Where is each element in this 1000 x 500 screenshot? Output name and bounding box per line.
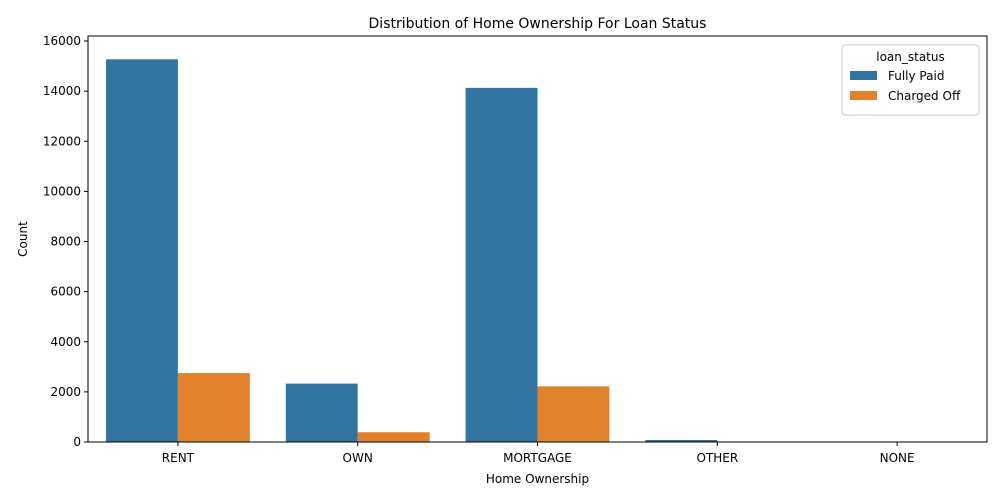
bar-fully-paid-mortgage [465,87,538,442]
x-tick-label: MORTGAGE [503,451,572,465]
y-tick-label: 4000 [50,335,81,349]
bar-fully-paid-rent [105,59,178,443]
bar-fully-paid-other [645,440,718,442]
y-tick-label: 8000 [50,235,81,249]
legend-title: loan_status [876,50,945,64]
legend-label-charged-off: Charged Off [888,89,961,103]
x-tick-label: OTHER [696,451,738,465]
x-axis-label: Home Ownership [486,472,589,486]
y-axis-label: Count [16,221,30,257]
legend-label-fully-paid: Fully Paid [888,69,944,83]
legend-swatch-charged-off [850,91,877,100]
y-tick-label: 0 [73,435,81,449]
x-tick-label: RENT [162,451,195,465]
y-tick-label: 10000 [43,184,81,198]
plot-frame [87,35,988,443]
y-tick-label: 14000 [43,84,81,98]
bar-charged-off-rent [177,373,250,442]
chart-title: Distribution of Home Ownership For Loan … [369,16,707,32]
plot-area: RENT OWN MORTGAGE OTHER NONE 0 2000 4000 6000 800… [43,34,988,465]
legend: loan_status Fully Paid Charged Off [841,44,980,116]
bar-charged-off-own [357,432,430,442]
x-tick-label: OWN [343,451,373,465]
y-tick-label: 16000 [43,34,81,48]
y-tick-label: 2000 [50,385,81,399]
y-tick-label: 6000 [50,285,81,299]
bar-fully-paid-own [285,383,358,442]
y-tick-label: 12000 [43,134,81,148]
bar-charged-off-mortgage [537,386,610,442]
x-tick-label: NONE [880,451,915,465]
legend-swatch-fully-paid [850,71,877,80]
